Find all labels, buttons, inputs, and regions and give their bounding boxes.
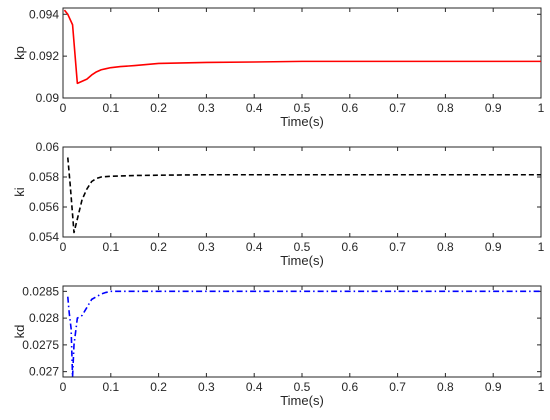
axes-box	[62, 146, 542, 238]
x-tick-label: 0.4	[246, 240, 263, 254]
x-tick-label: 0.9	[485, 380, 502, 394]
x-tick-label: 1	[538, 380, 545, 394]
x-tick-label: 0.4	[246, 101, 263, 115]
x-tick-label: 0.7	[389, 380, 406, 394]
x-tick-label: 0	[60, 101, 67, 115]
y-axis-label: kd	[12, 325, 27, 339]
y-axis-label: kp	[12, 46, 27, 60]
x-axis-label: Time(s)	[280, 253, 324, 268]
x-tick-label: 0.5	[294, 380, 311, 394]
x-tick-label: 1	[538, 240, 545, 254]
x-tick-label: 0.6	[341, 380, 358, 394]
x-tick-label: 0.8	[437, 101, 454, 115]
x-tick-label: 1	[538, 101, 545, 115]
kp-subplot: 0 0.1 0.2 0.3 0.4 0.5 0.6 0.7 0.8 0.9 1 0.09 0.092 0.…	[12, 7, 545, 129]
series-line	[63, 9, 541, 85]
y-tick-label: 0.06	[36, 140, 60, 154]
x-tick-label: 0.9	[485, 101, 502, 115]
series-line	[66, 290, 541, 378]
x-tick-label: 0.2	[150, 380, 167, 394]
x-tick-label: 0.7	[389, 240, 406, 254]
x-tick-label: 0.1	[102, 101, 119, 115]
kd-subplot: 0 0.1 0.2 0.3 0.4 0.5 0.6 0.7 0.8 0.9 1 0.027 0.0275…	[12, 284, 545, 408]
x-tick-label: 0	[60, 380, 67, 394]
x-tick-label: 0.9	[485, 240, 502, 254]
x-tick-label: 0.1	[102, 240, 119, 254]
axes-box	[62, 7, 542, 99]
y-tick-label: 0.0285	[22, 284, 59, 298]
x-tick-label: 0.8	[437, 380, 454, 394]
x-axis-label: Time(s)	[280, 393, 324, 408]
x-tick-label: 0.3	[198, 101, 215, 115]
y-axis-label: ki	[12, 187, 27, 197]
y-tick-label: 0.056	[29, 200, 59, 214]
x-tick-label: 0	[60, 240, 67, 254]
x-tick-label: 0.7	[389, 101, 406, 115]
x-tick-label: 0.3	[198, 380, 215, 394]
y-tick-label: 0.058	[29, 170, 59, 184]
x-tick-label: 0.8	[437, 240, 454, 254]
x-axis-label: Time(s)	[280, 114, 324, 129]
y-tick-label: 0.028	[29, 311, 59, 325]
x-tick-label: 0.2	[150, 101, 167, 115]
ki-subplot: 0 0.1 0.2 0.3 0.4 0.5 0.6 0.7 0.8 0.9 1 0.054 0.056 0…	[12, 140, 545, 268]
x-tick-label: 0.6	[341, 101, 358, 115]
x-tick-label: 0.3	[198, 240, 215, 254]
y-tick-label: 0.027	[29, 365, 59, 379]
x-tick-label: 0.1	[102, 380, 119, 394]
x-tick-label: 0.2	[150, 240, 167, 254]
y-tick-label: 0.054	[29, 230, 59, 244]
x-tick-label: 0.5	[294, 240, 311, 254]
y-tick-label: 0.094	[29, 7, 59, 21]
x-tick-label: 0.5	[294, 101, 311, 115]
y-tick-label: 0.0275	[22, 338, 59, 352]
axes-box	[62, 285, 542, 378]
x-tick-label: 0.4	[246, 380, 263, 394]
y-tick-label: 0.09	[36, 91, 60, 105]
x-tick-label: 0.6	[341, 240, 358, 254]
y-tick-label: 0.092	[29, 49, 59, 63]
